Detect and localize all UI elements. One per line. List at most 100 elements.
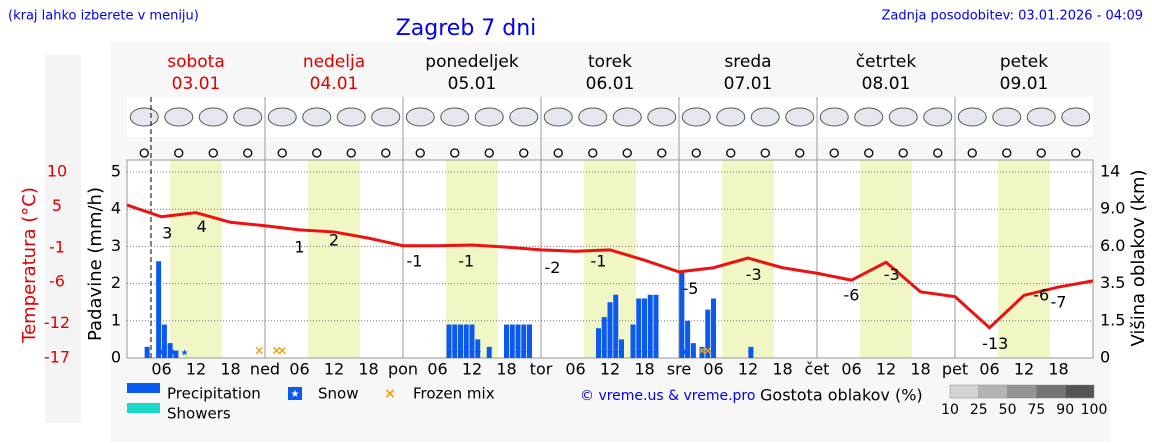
weather-icon xyxy=(440,107,470,127)
wind-marker xyxy=(174,148,184,158)
credit: © vreme.us & vreme.pro xyxy=(580,388,755,404)
wind-marker xyxy=(829,148,839,158)
temperature-tick-label: -12 xyxy=(44,313,70,332)
temperature-label: -7 xyxy=(1051,293,1067,312)
precip-bar xyxy=(515,324,521,358)
day-date: 04.01 xyxy=(310,74,359,94)
temperature-label: -1 xyxy=(458,251,474,270)
cloud-scale-swatch xyxy=(1007,384,1037,399)
y-tick-label: 1 xyxy=(111,310,121,329)
x-tick-label: 06 xyxy=(565,360,585,379)
x-tick-label: 18 xyxy=(358,360,378,379)
cloud-height-tick-label: 14 xyxy=(1100,162,1120,181)
temperature-label: -6 xyxy=(1033,286,1049,305)
x-tick-label: 06 xyxy=(289,360,309,379)
wind-marker xyxy=(139,148,149,158)
weather-icon xyxy=(923,107,953,127)
precip-bar xyxy=(748,346,754,358)
daylight-band xyxy=(860,160,912,358)
weather-icon xyxy=(509,107,539,127)
legend-symbol: ★ xyxy=(291,389,300,400)
temperature-tick-label: 5 xyxy=(52,196,62,215)
y-tick-label: 3 xyxy=(111,236,121,255)
x-tick-label: 18 xyxy=(496,360,516,379)
cloud-axis-title: Višina oblakov (km) xyxy=(1128,169,1149,346)
snow-marker: ★ xyxy=(612,349,620,359)
precip-bar xyxy=(636,298,642,358)
x-tick-label: pon xyxy=(388,360,418,379)
weather-icon xyxy=(336,107,366,127)
wind-marker xyxy=(381,148,391,158)
wind-marker xyxy=(795,148,805,158)
precip-bar xyxy=(699,346,705,358)
day-name: ponedeljek xyxy=(425,52,519,72)
y-axis-title: Padavine (mm/h) xyxy=(85,187,106,341)
precip-bar xyxy=(521,324,527,358)
cloud-scale-swatch xyxy=(1064,384,1095,399)
x-tick-label: 18 xyxy=(1048,360,1068,379)
day-name: torek xyxy=(588,52,632,72)
precip-bar xyxy=(527,324,532,358)
weather-icon xyxy=(543,107,573,127)
weather-icon xyxy=(474,107,504,127)
snow-marker: ★ xyxy=(169,349,177,359)
x-tick-label: 18 xyxy=(910,360,930,379)
weather-icon xyxy=(129,107,159,127)
wind-marker xyxy=(1002,148,1012,158)
weather-icon xyxy=(1026,107,1056,127)
precip-bar xyxy=(144,346,150,358)
temperature-label: 4 xyxy=(197,217,207,236)
wind-marker xyxy=(243,148,253,158)
snow-marker: ★ xyxy=(157,349,165,359)
snow-marker: ★ xyxy=(635,349,643,359)
x-tick-label: 12 xyxy=(600,360,620,379)
frozen-mix-marker: × xyxy=(703,344,713,358)
weather-icon xyxy=(405,107,435,127)
weather-icon xyxy=(716,107,746,127)
precip-bar xyxy=(642,298,647,358)
cloud-scale-label: 100 xyxy=(1081,402,1108,418)
chart-title: Zagreb 7 dni xyxy=(396,16,537,41)
precip-bar xyxy=(619,339,624,358)
precip-bar xyxy=(452,324,458,358)
frozen-mix-marker: × xyxy=(697,344,707,358)
precip-bar xyxy=(504,324,509,358)
x-tick-label: sre xyxy=(667,360,691,379)
y-tick-label: 2 xyxy=(111,273,121,292)
day-date: 06.01 xyxy=(586,74,635,94)
precip-bar xyxy=(690,343,696,358)
day-name: sreda xyxy=(724,52,771,72)
wind-marker xyxy=(657,148,667,158)
wind-marker xyxy=(277,148,287,158)
x-tick-label: pet xyxy=(942,360,968,379)
temperature-label: -5 xyxy=(683,279,699,298)
x-tick-label: tor xyxy=(530,360,553,379)
snow-marker: ★ xyxy=(180,349,188,359)
weather-icon xyxy=(992,107,1022,127)
daylight-band xyxy=(170,160,222,358)
cloud-scale-swatch xyxy=(1036,384,1066,399)
day-name: nedelja xyxy=(303,52,365,72)
temperature-label: -6 xyxy=(844,286,860,305)
x-tick-label: 06 xyxy=(841,360,861,379)
precip-bar xyxy=(509,324,515,358)
legend-symbol: × xyxy=(384,386,396,402)
cloud-height-tick-label: 3.5 xyxy=(1100,273,1125,292)
weather-icon xyxy=(578,107,608,127)
wind-marker xyxy=(208,148,218,158)
temperature-label: 3 xyxy=(162,224,172,243)
cloud-scale-swatch xyxy=(978,384,1008,399)
precip-bar xyxy=(156,261,162,358)
temperature-label: -3 xyxy=(746,265,762,284)
temperature-tick-label: -1 xyxy=(49,237,65,256)
snow-marker: ★ xyxy=(520,349,528,359)
x-tick-label: 06 xyxy=(427,360,447,379)
frozen-mix-marker: × xyxy=(254,344,264,358)
snow-marker: ★ xyxy=(474,349,482,359)
wind-marker xyxy=(415,148,425,158)
daylight-band xyxy=(308,160,360,358)
wind-marker xyxy=(691,148,701,158)
temperature-label: -1 xyxy=(407,251,423,270)
legend-swatch xyxy=(127,403,160,413)
cloud-scale-label: 50 xyxy=(999,402,1017,418)
